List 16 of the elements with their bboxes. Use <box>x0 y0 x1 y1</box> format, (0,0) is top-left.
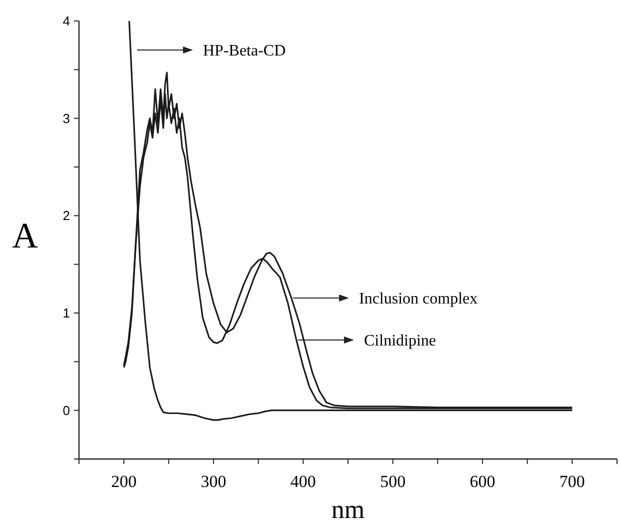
x-tick-label: 700 <box>559 472 585 491</box>
y-tick-label: 4 <box>62 14 70 29</box>
x-axis-title: nm <box>331 495 365 524</box>
y-tick-label: 3 <box>62 110 70 126</box>
x-tick-label: 200 <box>111 472 137 491</box>
y-tick-label: 1 <box>62 306 70 321</box>
annotation: Inclusion complex <box>359 290 478 308</box>
y-axis-title: A <box>12 216 38 256</box>
x-tick-label: 300 <box>200 472 226 491</box>
x-tick-label: 500 <box>380 472 406 491</box>
y-tick-label: 0 <box>62 402 70 418</box>
x-tick-label: 400 <box>290 472 316 491</box>
annotation: HP-Beta-CD <box>203 42 286 60</box>
x-tick-label: 600 <box>470 472 496 491</box>
annotation: Cilnidipine <box>364 332 436 350</box>
y-tick-label: 2 <box>62 208 70 224</box>
